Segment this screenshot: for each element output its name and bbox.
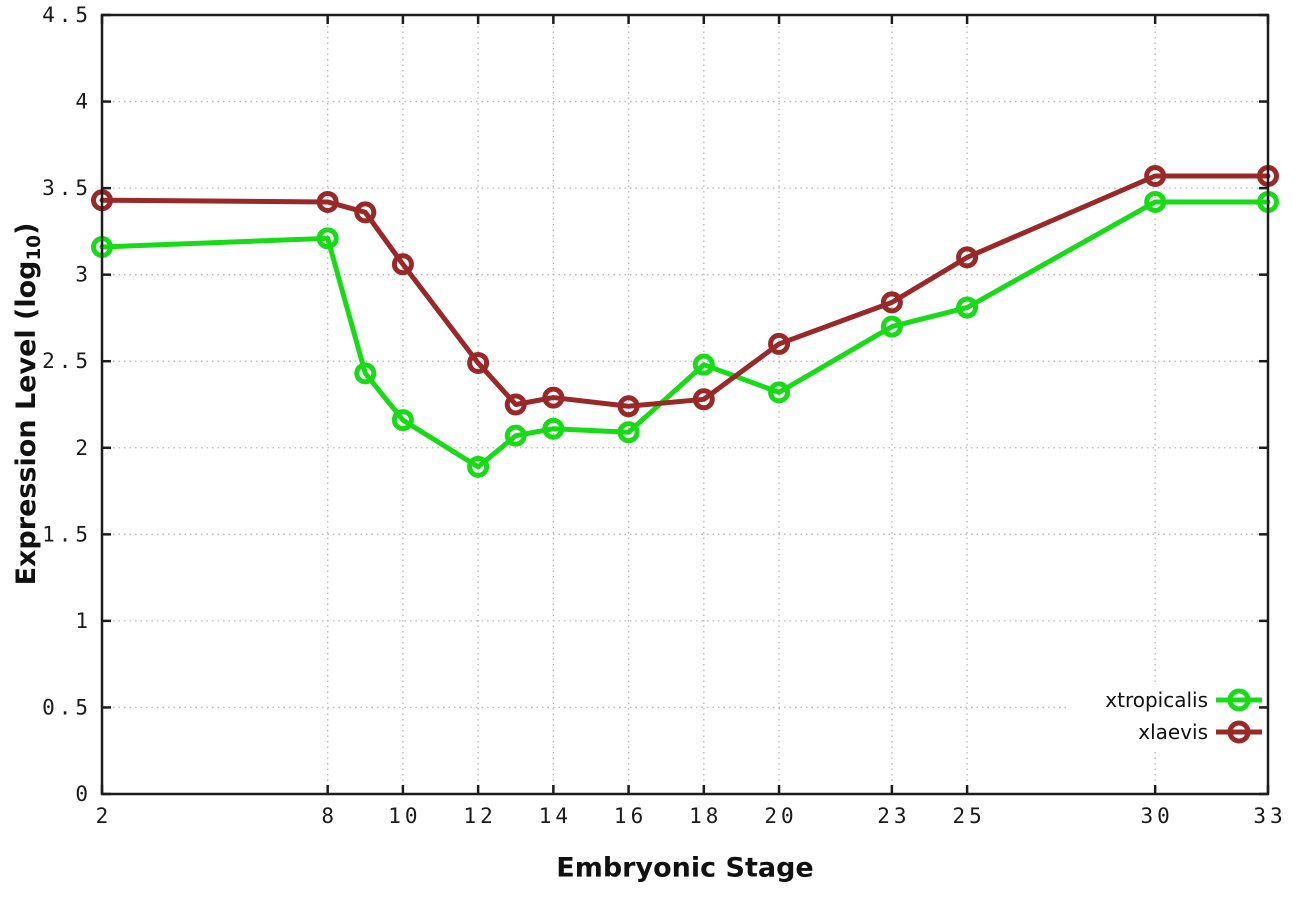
x-tick-label-20: 20 [764, 804, 797, 828]
series-xlaevis-point-stage-9 [354, 201, 377, 224]
series-xtropicalis-point-stage-25 [956, 296, 979, 319]
x-tick-label-18: 18 [689, 804, 722, 828]
y-tick-label-1: 1 [75, 609, 92, 633]
series-xtropicalis-point-stage-20 [768, 381, 791, 404]
series-xlaevis-point-stage-23 [880, 291, 903, 314]
y-axis-title-subscript: 10 [23, 234, 45, 261]
series-xlaevis-point-stage-14 [542, 386, 565, 409]
y-tick-label-2: 2 [75, 436, 92, 460]
y-tick-label-3.5: 3.5 [42, 176, 92, 200]
y-tick-label-4: 4 [75, 90, 92, 114]
x-tick-label-30: 30 [1141, 804, 1174, 828]
series-xlaevis-point-stage-13 [504, 393, 527, 416]
y-axis-title-text: Expression Level (log [11, 260, 43, 586]
legend-label-xlaevis: xlaevis [1138, 720, 1208, 744]
x-tick-label-8: 8 [321, 804, 338, 828]
x-tick-label-12: 12 [463, 804, 496, 828]
series-xlaevis-point-stage-8 [316, 190, 339, 213]
series-xtropicalis-line [99, 199, 1271, 470]
y-tick-label-4.5: 4.5 [42, 3, 92, 27]
y-axis-title: Expression Level (log10) [11, 223, 45, 586]
x-tick-label-14: 14 [539, 804, 572, 828]
y-tick-label-2.5: 2.5 [42, 349, 92, 373]
series-xtropicalis-point-stage-23 [880, 315, 903, 338]
x-tick-label-25: 25 [952, 804, 985, 828]
x-tick-label-2: 2 [96, 804, 113, 828]
series-xtropicalis-point-stage-12 [467, 455, 490, 478]
x-tick-label-16: 16 [614, 804, 647, 828]
plot-border [100, 13, 1270, 796]
x-tick-label-23: 23 [877, 804, 910, 828]
series-xlaevis-point-stage-16 [617, 395, 640, 418]
series-xlaevis-point-stage-30 [1144, 164, 1167, 187]
series-xtropicalis-point-stage-10 [391, 409, 414, 432]
series-xtropicalis-point-stage-18 [692, 353, 715, 376]
series-xlaevis-point-stage-25 [956, 246, 979, 269]
series-xtropicalis-point-stage-9 [354, 362, 377, 385]
y-tick-label-3: 3 [75, 263, 92, 287]
legend-label-xtropicalis: xtropicalis [1105, 688, 1208, 712]
legend-marker-xtropicalis [1227, 688, 1251, 712]
series-xtropicalis-point-stage-30 [1144, 190, 1167, 213]
legend-marker-xlaevis [1227, 720, 1251, 744]
y-tick-label-0.5: 0.5 [42, 695, 92, 719]
y-tick-label-1.5: 1.5 [42, 522, 92, 546]
y-axis-title-close: ) [11, 222, 43, 235]
x-tick-label-33: 33 [1253, 804, 1286, 828]
x-axis-title: Embryonic Stage [556, 852, 814, 884]
series-xtropicalis-point-stage-13 [504, 424, 527, 447]
series-xlaevis-point-stage-10 [391, 253, 414, 276]
y-tick-label-0: 0 [75, 782, 92, 806]
series-xtropicalis-point-stage-8 [316, 227, 339, 250]
series-xtropicalis-point-stage-16 [617, 421, 640, 444]
series-xlaevis-point-stage-12 [467, 351, 490, 374]
x-tick-label-10: 10 [388, 804, 421, 828]
series-xtropicalis-point-stage-14 [542, 417, 565, 440]
series-xlaevis-line [99, 173, 1271, 409]
series-xlaevis-point-stage-20 [768, 332, 791, 355]
series-xlaevis-point-stage-18 [692, 388, 715, 411]
